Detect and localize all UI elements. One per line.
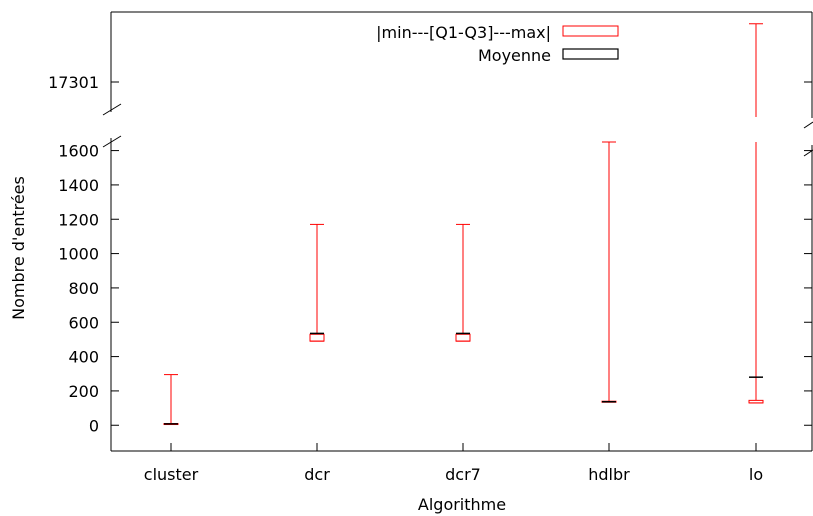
y-tick-label: 800 [68,279,99,298]
box-series [163,23,764,426]
iqr-box [455,333,471,342]
axis-break-mark [102,135,122,148]
axis-break-mark [803,121,813,129]
iqr-box [748,399,764,404]
y-tick-label: 17301 [48,73,99,92]
y-axis-ticks: 0 200 400 600 800 1000 1200 1400 1600 17301 [48,73,812,435]
x-axis-title: Algorithme [418,495,506,514]
y-tick-label: 400 [68,348,99,367]
x-tick-label: dcr7 [445,465,481,484]
box-dcr7 [455,223,471,342]
box-cluster [163,374,179,426]
y-tick-label: 1400 [58,176,99,195]
x-tick-label: dcr [304,465,330,484]
x-tick-label: hdlbr [588,465,630,484]
y-axis-title: Nombre d'entrées [9,176,28,320]
box-dcr [309,223,325,342]
legend-label-range: |min---[Q1-Q3]---max| [376,23,551,42]
y-tick-label: 200 [68,382,99,401]
legend-swatch-range [562,25,619,37]
y-tick-label: 600 [68,313,99,332]
y-tick-label: 0 [89,416,99,435]
x-tick-label: cluster [144,465,199,484]
iqr-box [309,333,325,342]
legend-label-mean: Moyenne [478,46,551,65]
legend: |min---[Q1-Q3]---max| Moyenne [376,23,619,65]
box-hdlbr [601,141,617,403]
y-tick-label: 1200 [58,210,99,229]
legend-swatch-mean [562,48,619,60]
axes-frame [102,11,813,452]
x-axis-ticks: cluster dcr dcr7 hdlbr lo [144,443,763,484]
y-tick-label: 1000 [58,245,99,264]
box-lo [748,23,764,404]
x-tick-label: lo [749,465,763,484]
axis-break-mark [102,103,122,116]
y-tick-label: 1600 [58,142,99,161]
